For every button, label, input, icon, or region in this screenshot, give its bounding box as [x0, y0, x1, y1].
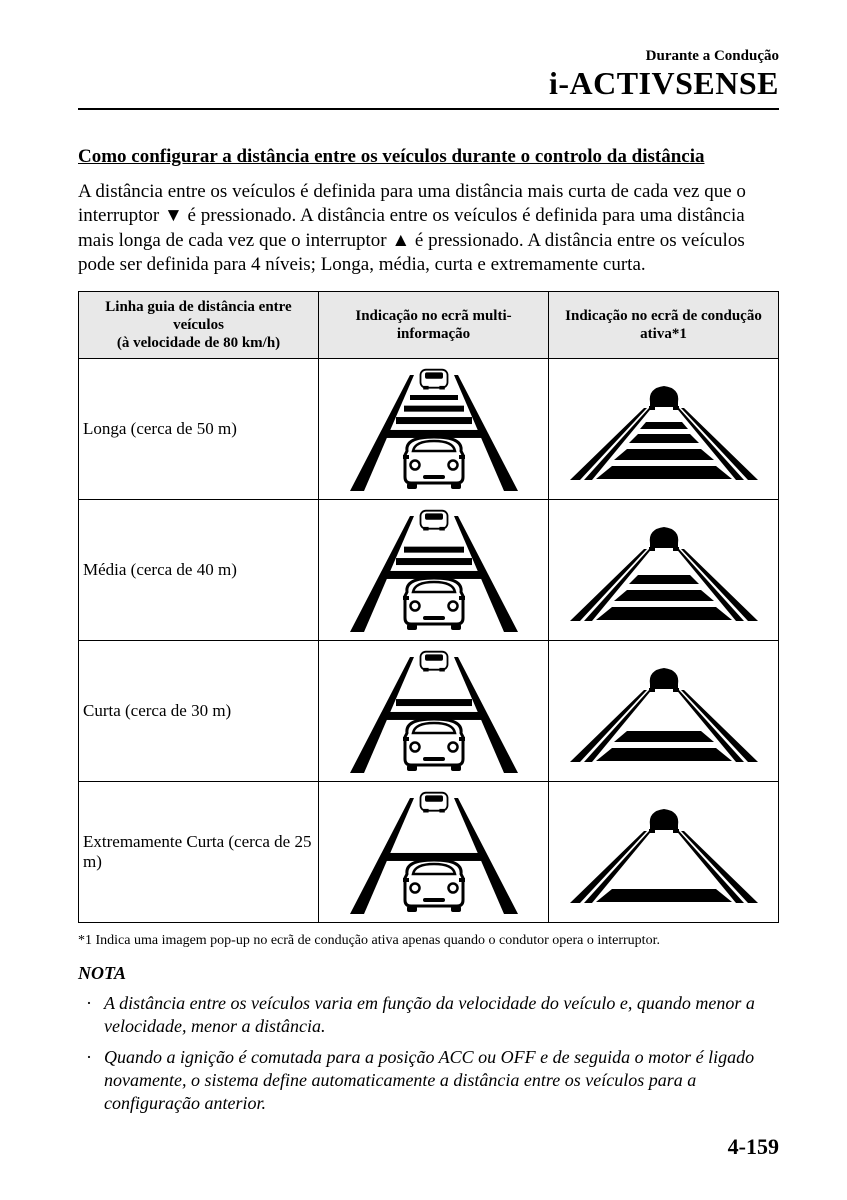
- row-label: Média (cerca de 40 m): [79, 500, 319, 641]
- cell-multi-info: [319, 641, 549, 782]
- nota-item: A distância entre os veículos varia em f…: [92, 992, 779, 1038]
- nota-list: A distância entre os veículos varia em f…: [78, 992, 779, 1115]
- table-row: Curta (cerca de 30 m): [79, 641, 779, 782]
- cell-active-display: [549, 500, 779, 641]
- cell-multi-info: [319, 782, 549, 923]
- header-title: i-ACTIVSENSE: [78, 65, 779, 102]
- col-header-guideline: Linha guia de distância entre veículos(à…: [79, 292, 319, 359]
- header-subtitle: Durante a Condução: [78, 48, 779, 65]
- footnote: *1 Indica uma imagem pop-up no ecrã de c…: [78, 933, 779, 949]
- distance-table: Linha guia de distância entre veículos(à…: [78, 291, 779, 923]
- nota-item: Quando a ignição é comutada para a posiç…: [92, 1046, 779, 1115]
- cell-active-display: [549, 782, 779, 923]
- row-label: Longa (cerca de 50 m): [79, 359, 319, 500]
- cell-active-display: [549, 641, 779, 782]
- table-row: Média (cerca de 40 m): [79, 500, 779, 641]
- multi-info-icon: [349, 506, 519, 634]
- row-label: Extremamente Curta (cerca de 25 m): [79, 782, 319, 923]
- row-label: Curta (cerca de 30 m): [79, 641, 319, 782]
- table-row: Extremamente Curta (cerca de 25 m): [79, 782, 779, 923]
- page-header: Durante a Condução i-ACTIVSENSE: [78, 48, 779, 102]
- active-display-icon: [569, 797, 759, 907]
- table-header-row: Linha guia de distância entre veículos(à…: [79, 292, 779, 359]
- col-header-multi: Indicação no ecrã multi-informação: [319, 292, 549, 359]
- intro-paragraph: A distância entre os veículos é definida…: [78, 180, 779, 277]
- section-title: Como configurar a distância entre os veí…: [78, 146, 779, 168]
- cell-multi-info: [319, 359, 549, 500]
- active-display-icon: [569, 656, 759, 766]
- page-number: 4-159: [728, 1134, 779, 1160]
- cell-active-display: [549, 359, 779, 500]
- cell-multi-info: [319, 500, 549, 641]
- multi-info-icon: [349, 365, 519, 493]
- table-row: Longa (cerca de 50 m): [79, 359, 779, 500]
- active-display-icon: [569, 515, 759, 625]
- header-rule: [78, 108, 779, 110]
- nota-heading: NOTA: [78, 963, 779, 984]
- active-display-icon: [569, 374, 759, 484]
- multi-info-icon: [349, 647, 519, 775]
- col-header-active: Indicação no ecrã de condução ativa*1: [549, 292, 779, 359]
- multi-info-icon: [349, 788, 519, 916]
